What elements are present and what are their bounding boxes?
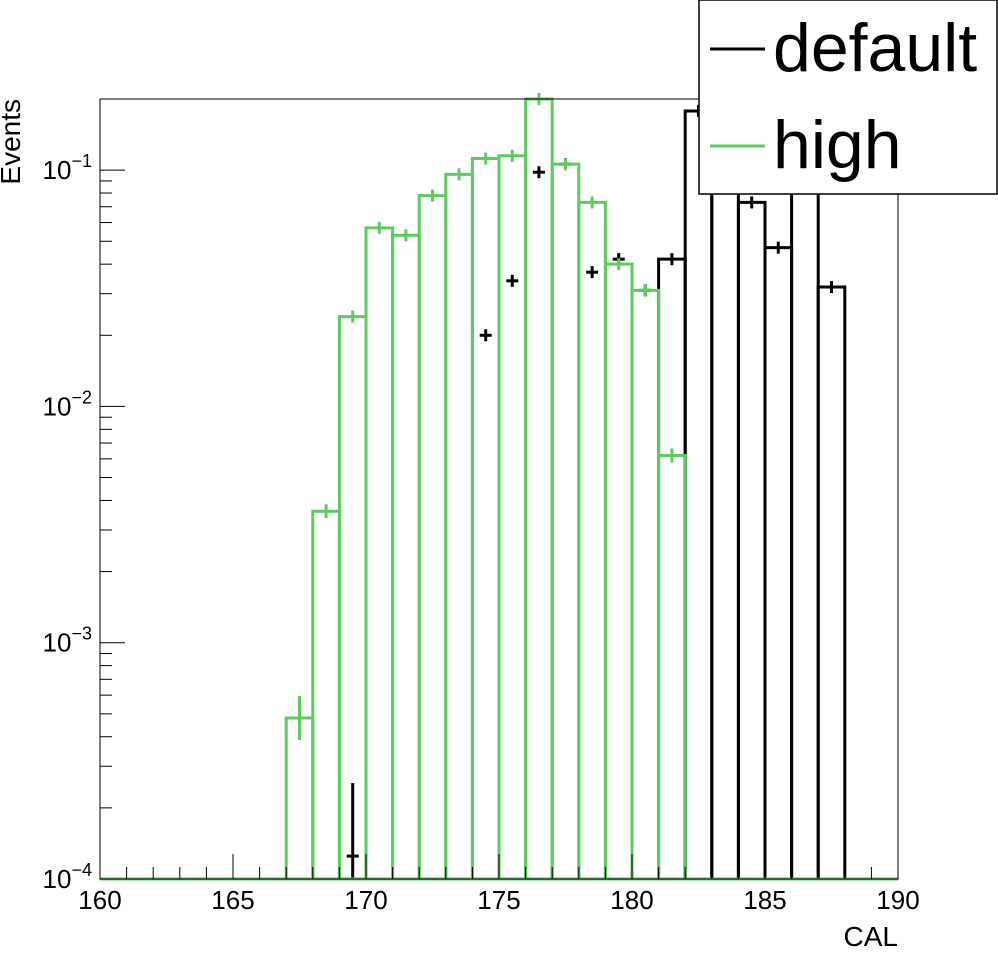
bar-high <box>603 262 634 879</box>
bar-high <box>577 200 607 879</box>
bar-high <box>497 154 528 879</box>
y-tick-label: 10−3 <box>43 624 92 658</box>
y-tick-label: 10−1 <box>43 151 92 185</box>
bar-high <box>284 716 315 879</box>
plot-frame <box>99 98 899 880</box>
bar-high <box>311 509 341 879</box>
bar-high <box>524 97 554 879</box>
x-tick-label: 165 <box>211 885 254 915</box>
x-tick-label: 160 <box>78 885 121 915</box>
bar-default <box>816 285 847 879</box>
series-high <box>100 93 898 881</box>
bar-high <box>364 226 395 879</box>
legend-box <box>698 0 998 195</box>
legend: default high <box>698 0 998 195</box>
bar-default <box>790 141 820 879</box>
bar-default <box>657 257 687 879</box>
axis-ticks: 160 165 170 175 180 185 190 10−4 10−3 10−2 10−1 <box>43 98 920 915</box>
bar-default <box>710 111 740 879</box>
x-tick-label: 190 <box>876 885 919 915</box>
plot-series <box>100 93 898 881</box>
y-tick-label: 10−2 <box>43 387 92 421</box>
x-axis-title: CAL <box>844 921 898 952</box>
x-tick-label: 185 <box>743 885 786 915</box>
y-axis-title: Events <box>0 99 26 185</box>
bar-high <box>550 162 581 879</box>
x-tick-label: 175 <box>477 885 520 915</box>
bar-default <box>683 109 714 879</box>
bar-high <box>444 172 474 879</box>
legend-label-default: default <box>773 10 977 86</box>
bar-high <box>391 233 421 879</box>
x-tick-label: 170 <box>344 885 387 915</box>
bar-high <box>417 194 448 879</box>
bar-high <box>657 453 687 879</box>
legend-label-high: high <box>773 107 902 183</box>
x-tick-label: 180 <box>610 885 653 915</box>
bar-default <box>736 200 767 879</box>
y-tick-label: 10−4 <box>43 860 92 894</box>
bar-high <box>630 288 661 879</box>
bar-high <box>470 157 501 879</box>
bar-default <box>763 246 794 879</box>
